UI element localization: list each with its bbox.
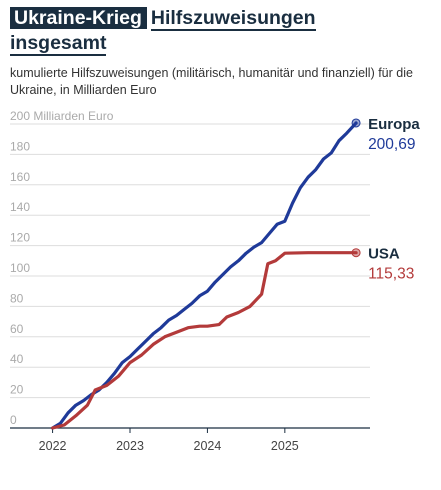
title-main: Hilfszuweisungen xyxy=(150,7,316,31)
chart-subtitle: kumulierte Hilfszuweisungen (militärisch… xyxy=(10,66,413,97)
y-tick-label: 40 xyxy=(10,352,24,366)
title-line-1: Ukraine-Krieg Hilfszuweisungen xyxy=(10,6,430,31)
y-tick-label: 140 xyxy=(10,200,30,214)
y-tick-label: 160 xyxy=(10,170,30,184)
y-unit-label: 200 Milliarden Euro xyxy=(10,109,114,123)
x-tick-label: 2024 xyxy=(194,439,222,453)
x-tick-label: 2022 xyxy=(39,439,67,453)
series-line-usa xyxy=(50,251,358,430)
title-main-cont: insgesamt xyxy=(10,32,107,56)
x-tick-label: 2025 xyxy=(271,439,299,453)
x-tick-label: 2023 xyxy=(116,439,144,453)
y-tick-label: 20 xyxy=(10,383,24,397)
series-label-europa: Europa xyxy=(368,116,420,133)
series-value-usa: 115,33 xyxy=(368,266,414,283)
series-value-europa: 200,69 xyxy=(368,136,415,153)
title-line-2: insgesamt xyxy=(10,31,430,56)
y-tick-label: 100 xyxy=(10,261,30,275)
y-tick-label: 180 xyxy=(10,139,30,153)
y-tick-label: 80 xyxy=(10,291,24,305)
y-tick-label: 0 xyxy=(10,413,17,427)
series-label-usa: USA xyxy=(368,246,400,263)
y-tick-label: 120 xyxy=(10,231,30,245)
end-point-europa xyxy=(351,118,361,128)
end-point-usa xyxy=(351,248,361,258)
title-kicker: Ukraine-Krieg xyxy=(10,7,147,29)
chart-title: Ukraine-Krieg Hilfszuweisungen insgesamt xyxy=(10,6,430,56)
y-tick-label: 60 xyxy=(10,322,24,336)
